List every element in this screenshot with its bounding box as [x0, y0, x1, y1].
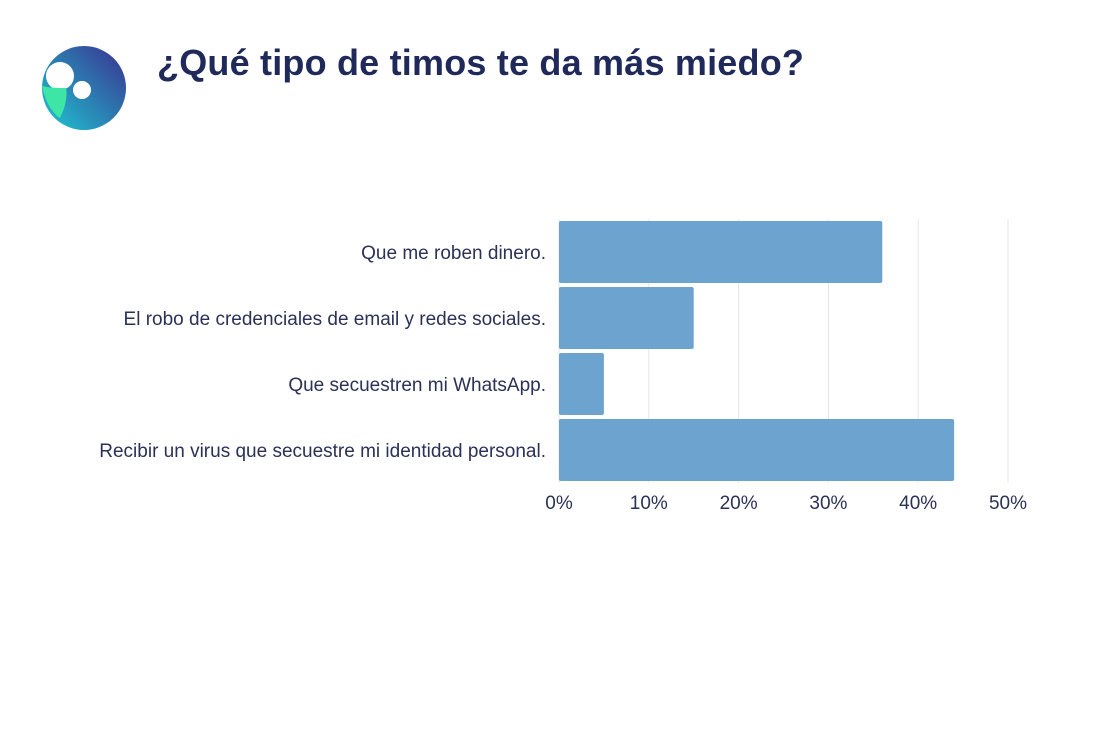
category-label: El robo de credenciales de email y redes…: [124, 309, 546, 330]
x-tick-label: 10%: [630, 493, 668, 514]
x-tick-label: 0%: [545, 493, 573, 514]
brand-logo-icon: [42, 46, 126, 130]
x-tick-label: 50%: [989, 493, 1027, 514]
page-title: ¿Qué tipo de timos te da más miedo?: [157, 42, 805, 83]
category-label: Que secuestren mi WhatsApp.: [288, 375, 546, 396]
x-tick-label: 20%: [720, 493, 758, 514]
category-label: Que me roben dinero.: [361, 243, 546, 264]
x-tick-label: 40%: [899, 493, 937, 514]
bar: [559, 353, 604, 415]
bar: [559, 419, 955, 481]
x-tick-label: 30%: [809, 493, 847, 514]
category-label: Recibir un virus que secuestre mi identi…: [99, 441, 546, 462]
bar: [559, 221, 883, 283]
bar: [559, 287, 694, 349]
